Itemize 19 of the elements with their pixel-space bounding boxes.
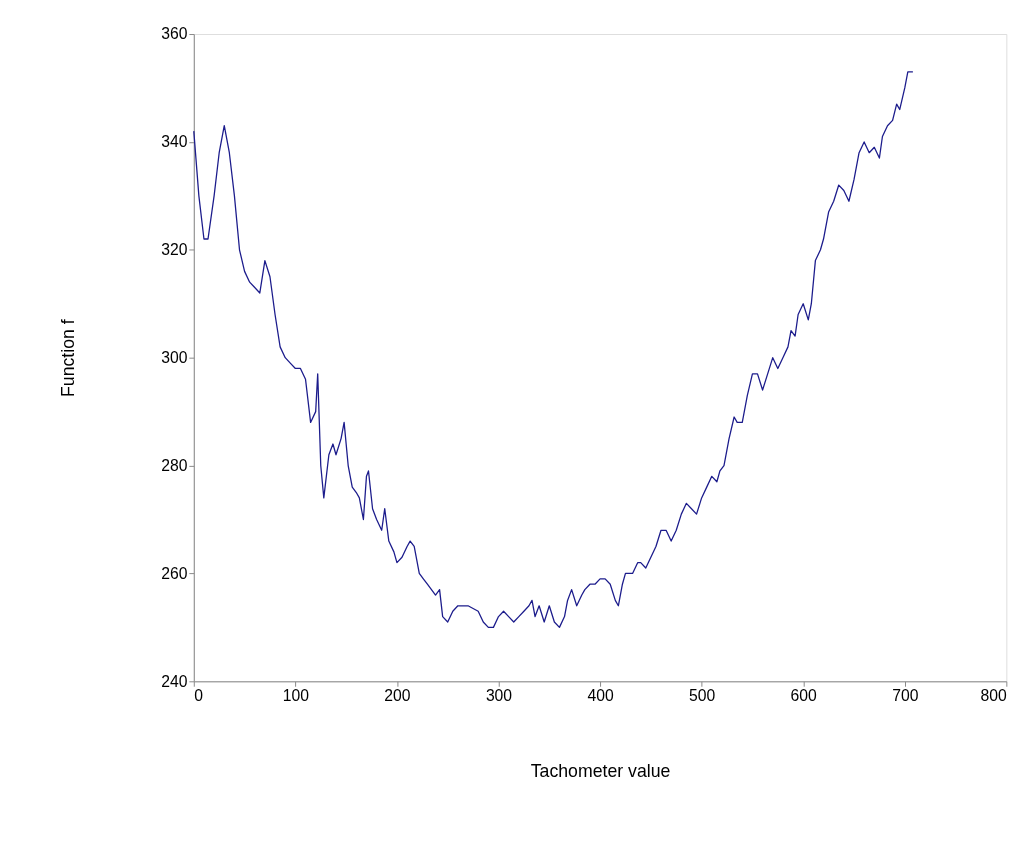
y-tick-label: 340 — [161, 133, 188, 151]
x-tick-label: 200 — [384, 687, 411, 705]
x-tick-label: 300 — [485, 687, 513, 705]
x-tick-label: 800 — [980, 687, 1008, 705]
x-tick-label: 100 — [282, 687, 310, 705]
x-tick-label: 600 — [790, 687, 818, 705]
y-tick-label: 260 — [161, 564, 188, 582]
y-tick-label: 320 — [161, 241, 188, 259]
x-tick-label: 0 — [194, 687, 204, 705]
y-tick-label: 300 — [161, 349, 188, 367]
x-tick-label: 700 — [892, 687, 919, 705]
y-axis-title: Function f — [57, 319, 78, 397]
x-tick-label: 500 — [689, 687, 716, 705]
x-axis-title: Tachometer value — [530, 761, 671, 782]
line-series — [193, 71, 914, 629]
y-tick-label: 280 — [161, 456, 188, 474]
y-tick-label: 240 — [161, 672, 188, 690]
y-tick-label: 360 — [161, 25, 188, 43]
x-tick-label: 400 — [587, 687, 614, 705]
